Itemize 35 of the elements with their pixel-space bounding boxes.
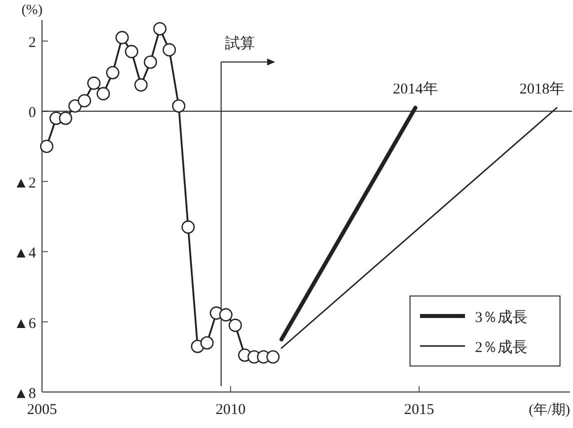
point (144, 55, 158, 69)
ref-line-label: 試算 (225, 35, 256, 52)
point (153, 22, 167, 36)
legend-label: 2％成長 (475, 339, 528, 356)
point (172, 99, 186, 113)
point (96, 87, 110, 100)
point (115, 30, 129, 44)
point (68, 99, 82, 113)
y-tick-label: 2 (28, 35, 36, 52)
x-tick-label: 2005 (27, 402, 57, 418)
y-tick-label: ▲8 (14, 386, 36, 402)
point (266, 350, 280, 364)
point (58, 112, 72, 125)
point (162, 43, 176, 56)
point (87, 76, 101, 90)
legend-label: 3％成長 (475, 309, 528, 326)
annotation: 2014年 (392, 80, 438, 98)
y-tick-label: ▲2 (14, 175, 36, 192)
point (78, 94, 92, 108)
x-axis-title: (年/期) (528, 402, 570, 418)
point (124, 44, 138, 58)
point (219, 308, 233, 322)
annotation: 2018年 (520, 80, 564, 98)
y-axis-title: (%) (22, 3, 43, 18)
point (200, 336, 214, 350)
y-tick-label: ▲6 (14, 316, 36, 332)
x-tick-label: 2015 (404, 402, 434, 418)
y-tick-label: 0 (28, 105, 36, 122)
point (134, 78, 148, 92)
point (106, 66, 120, 80)
y-tick-label: ▲4 (14, 246, 36, 262)
point (181, 220, 195, 234)
x-tick-label: 2010 (216, 402, 246, 418)
point (228, 318, 242, 332)
point (40, 140, 54, 153)
